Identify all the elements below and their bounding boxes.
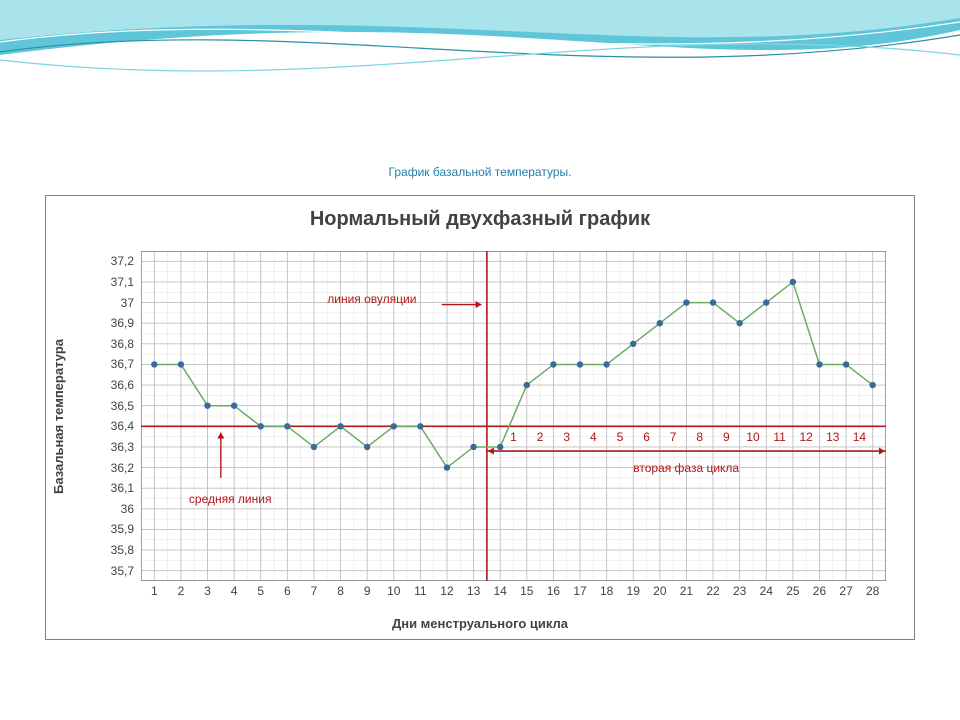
x-tick-label: 9 <box>364 584 371 598</box>
x-tick-label: 11 <box>414 584 426 598</box>
phase2-number: 2 <box>537 430 544 444</box>
x-tick-label: 6 <box>284 584 291 598</box>
x-tick-label: 8 <box>337 584 344 598</box>
x-tick-label: 2 <box>178 584 185 598</box>
annotation-ovulation: линия овуляции <box>327 292 416 306</box>
x-tick-label: 4 <box>231 584 238 598</box>
x-tick-label: 18 <box>600 584 613 598</box>
header-swoosh <box>0 0 960 110</box>
chart-frame: Нормальный двухфазный график Базальная т… <box>45 195 915 640</box>
y-tick-label: 36,1 <box>89 481 134 495</box>
x-tick-label: 16 <box>547 584 560 598</box>
x-tick-label: 7 <box>311 584 318 598</box>
y-tick-label: 36,2 <box>89 461 134 475</box>
x-tick-label: 24 <box>760 584 773 598</box>
x-tick-label: 5 <box>257 584 264 598</box>
phase2-number: 9 <box>723 430 730 444</box>
y-tick-label: 37,2 <box>89 254 134 268</box>
phase2-number: 3 <box>563 430 570 444</box>
phase2-number: 13 <box>826 430 839 444</box>
x-tick-label: 25 <box>786 584 799 598</box>
x-tick-label: 1 <box>151 584 158 598</box>
phase2-number: 7 <box>670 430 677 444</box>
y-tick-label: 36,5 <box>89 399 134 413</box>
y-tick-label: 37,1 <box>89 275 134 289</box>
phase2-number: 11 <box>773 430 785 444</box>
x-tick-label: 13 <box>467 584 480 598</box>
y-tick-labels: 37,2 37,1 37 36,9 36,8 36,7 36,6 36,5 36,4 36,3 36… <box>91 251 136 581</box>
x-tick-label: 22 <box>706 584 719 598</box>
x-tick-label: 14 <box>494 584 507 598</box>
phase2-number: 8 <box>696 430 703 444</box>
slide-title: График базальной температуры. <box>0 165 960 179</box>
x-tick-label: 17 <box>573 584 586 598</box>
phase2-number: 6 <box>643 430 650 444</box>
phase2-number: 5 <box>617 430 624 444</box>
x-tick-label: 28 <box>866 584 879 598</box>
x-tick-label: 20 <box>653 584 666 598</box>
y-tick-label: 36,6 <box>89 378 134 392</box>
y-tick-label: 36,3 <box>89 440 134 454</box>
phase2-number: 14 <box>853 430 866 444</box>
plot-area: линия овуляции средняя линия вторая фаза ц… <box>141 251 886 581</box>
x-tick-label: 10 <box>387 584 400 598</box>
y-tick-label: 36,9 <box>89 316 134 330</box>
phase2-number: 10 <box>746 430 759 444</box>
x-tick-label: 12 <box>440 584 453 598</box>
x-tick-label: 21 <box>680 584 693 598</box>
y-axis-label: Базальная температура <box>50 256 66 576</box>
y-tick-label: 36,8 <box>89 337 134 351</box>
phase2-number: 4 <box>590 430 597 444</box>
x-tick-label: 3 <box>204 584 211 598</box>
y-tick-label: 35,9 <box>89 522 134 536</box>
annotation-second-phase: вторая фаза цикла <box>633 461 739 475</box>
y-tick-label: 36,7 <box>89 357 134 371</box>
phase2-number: 12 <box>799 430 812 444</box>
x-tick-label: 23 <box>733 584 746 598</box>
y-tick-label: 36,4 <box>89 419 134 433</box>
y-tick-label: 35,7 <box>89 564 134 578</box>
x-tick-label: 26 <box>813 584 826 598</box>
slide: График базальной температуры. Нормальный… <box>0 0 960 720</box>
phase2-number: 1 <box>510 430 517 444</box>
x-tick-label: 27 <box>839 584 852 598</box>
x-axis-label: Дни менструального цикла <box>46 616 914 631</box>
x-tick-label: 15 <box>520 584 533 598</box>
x-tick-label: 19 <box>627 584 640 598</box>
annotation-median: средняя линия <box>189 492 272 506</box>
chart-title: Нормальный двухфазный график <box>46 208 914 231</box>
y-tick-label: 36 <box>89 502 134 516</box>
y-tick-label: 35,8 <box>89 543 134 557</box>
y-tick-label: 37 <box>89 296 134 310</box>
